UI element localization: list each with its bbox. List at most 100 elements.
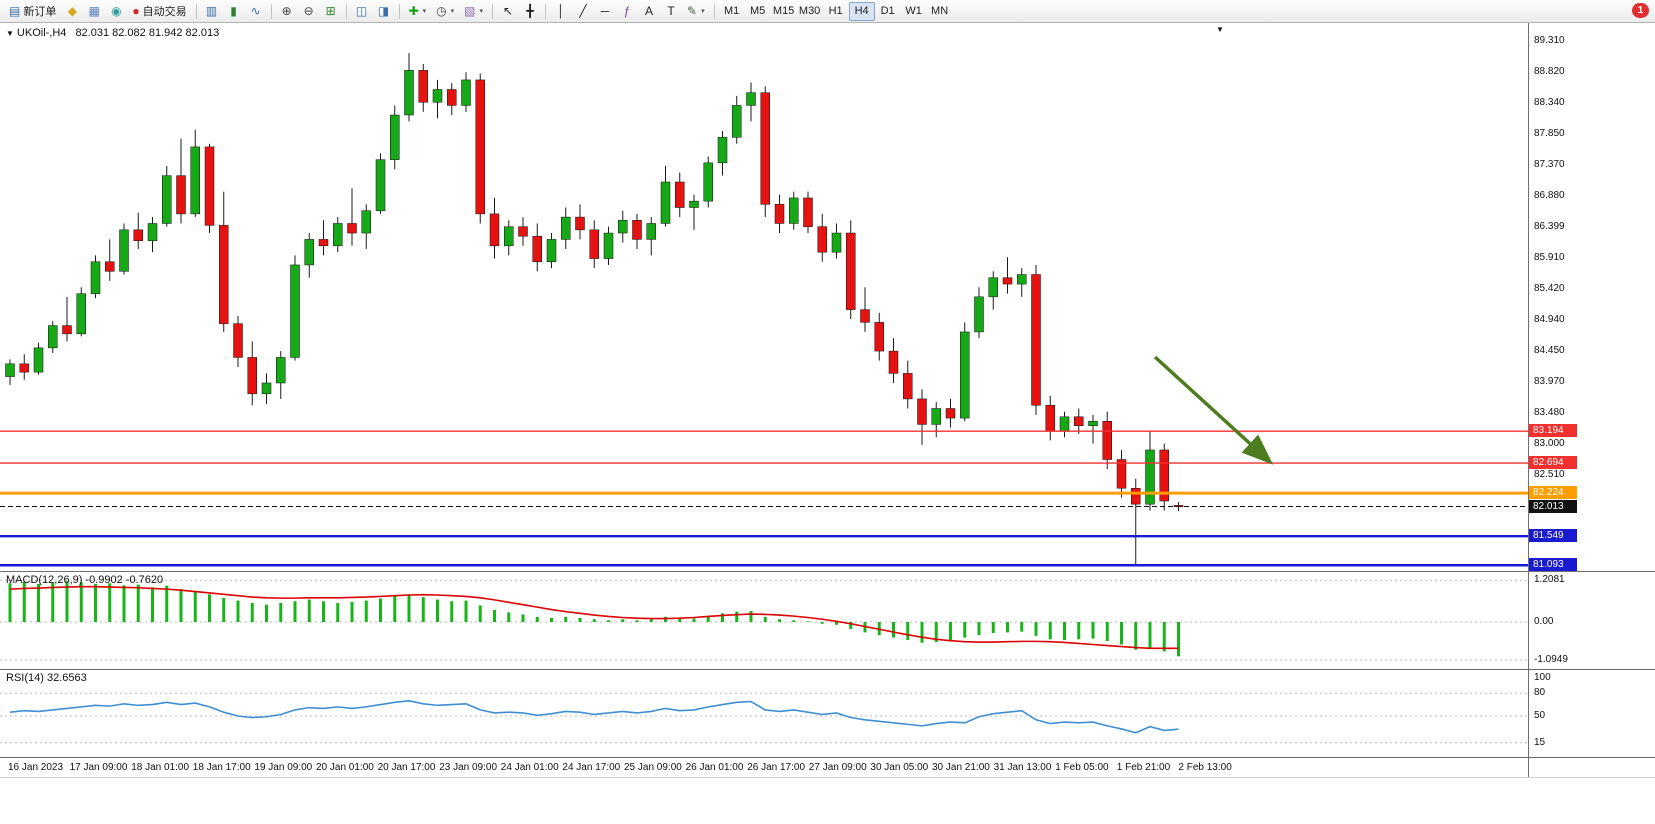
candle-body <box>960 331 970 419</box>
toolbar-separator <box>545 3 547 19</box>
chart-shift-icon[interactable]: ◨ <box>373 2 395 21</box>
candle-body <box>1059 416 1070 432</box>
candle-body <box>290 264 300 358</box>
auto-scroll-icon[interactable]: ◫ <box>351 2 373 21</box>
timeframe-h4[interactable]: H4 <box>848 1 875 21</box>
time-axis-label: 17 Jan 09:00 <box>69 762 128 773</box>
notification-badge[interactable]: 1 <box>1632 3 1649 18</box>
trendline-icon: ╱ <box>579 4 587 18</box>
text-label-icon[interactable]: T <box>660 2 682 21</box>
candle-body <box>931 408 941 425</box>
auto-trading-icon: ● <box>132 4 140 18</box>
time-axis-label: 31 Jan 13:00 <box>993 762 1052 773</box>
market-watch-icon[interactable]: ◆ <box>61 2 83 21</box>
timeframe-m1[interactable]: M1 <box>723 5 740 17</box>
navigator-icon: ◉ <box>111 4 122 18</box>
cursor-icon[interactable]: ↖ <box>497 2 519 21</box>
bar-chart-icon[interactable]: ▥ <box>201 2 223 21</box>
arrows-tool-dropdown: ✎ <box>687 4 698 18</box>
candle-body <box>675 181 685 208</box>
data-window-icon[interactable]: ▦ <box>83 2 105 21</box>
auto-scroll-icon: ◫ <box>355 4 368 18</box>
rsi-panel-plot[interactable] <box>0 669 1528 757</box>
timeframe-h1[interactable]: H1 <box>828 5 843 17</box>
candle-body <box>1002 277 1013 285</box>
candle-body <box>874 322 884 352</box>
timeframe-mn[interactable]: MN <box>931 5 949 17</box>
toolbar-separator <box>195 3 197 19</box>
candle-body <box>789 197 799 224</box>
candle-body <box>1088 420 1098 426</box>
candlestick-chart-icon[interactable]: ▮ <box>223 2 245 21</box>
navigator-icon[interactable]: ◉ <box>105 2 127 21</box>
chart-window: ▼ UKOil-,H4 82.031 82.082 81.942 82.013 ▼ … <box>0 23 1655 824</box>
candle-body <box>204 146 215 226</box>
candlestick-plot[interactable] <box>0 23 1528 571</box>
timeframe-m5[interactable]: M5 <box>749 5 766 17</box>
chart-menu-caret-icon[interactable]: ▼ <box>1216 25 1224 34</box>
candle-body <box>162 175 172 224</box>
text-tool-icon[interactable]: A <box>638 2 660 21</box>
price-tag: 83.194 <box>1529 424 1577 438</box>
time-axis-label: 2 Feb 13:00 <box>1178 762 1232 773</box>
price-tag: 81.093 <box>1529 558 1577 572</box>
candle-body <box>817 226 827 253</box>
trend-arrow[interactable] <box>1153 355 1274 465</box>
candles <box>5 53 1184 565</box>
toolbar-separator <box>713 3 715 19</box>
periods-dropdown[interactable]: ◷ ▾ <box>431 2 459 21</box>
candle-body <box>660 181 671 224</box>
timeframe-m30[interactable]: M30 <box>798 5 821 17</box>
time-axis: 16 Jan 2023 17 Jan 09:00 18 Jan 01:00 18 Ja… <box>0 757 1528 777</box>
rsi-axis-label: 50 <box>1534 710 1546 721</box>
arrows-tool-dropdown[interactable]: ✎ ▾ <box>682 2 710 21</box>
price-axis-label: 84.450 <box>1534 345 1565 357</box>
horizontal-line-icon[interactable]: ─ <box>594 2 616 21</box>
price-axis-label: 83.000 <box>1534 437 1565 449</box>
zoom-out-icon[interactable]: ⊖ <box>298 2 320 21</box>
candle-body <box>19 363 29 373</box>
candle-body <box>318 239 329 247</box>
tile-windows-icon[interactable]: ⊞ <box>320 2 342 21</box>
price-axis-label: 89.310 <box>1534 35 1565 46</box>
chart-title: ▼ UKOil-,H4 82.031 82.082 81.942 82.013 <box>6 27 219 39</box>
timeframe-w1[interactable]: W1 <box>905 5 922 17</box>
line-chart-icon[interactable]: ∿ <box>245 2 267 21</box>
macd-axis-label: -1.0949 <box>1534 653 1568 665</box>
candle-body <box>347 223 357 234</box>
candle-body <box>5 363 15 377</box>
panel-separator[interactable] <box>0 669 1655 670</box>
candle-body <box>1031 274 1041 406</box>
candle-body <box>831 232 842 253</box>
candle-body <box>945 408 956 419</box>
fibonacci-icon[interactable]: ƒ <box>616 2 638 21</box>
candle-body <box>518 226 528 237</box>
template-dropdown[interactable]: ▧ ▾ <box>459 2 488 21</box>
time-axis-label: 23 Jan 09:00 <box>439 762 498 773</box>
trendline-icon[interactable]: ╱ <box>572 2 594 21</box>
price-axis-label: 88.340 <box>1534 96 1565 108</box>
candle-body <box>432 89 443 103</box>
macd-panel-plot[interactable] <box>0 571 1528 669</box>
timeframe-m15[interactable]: M15 <box>772 5 795 17</box>
toolbar-separator <box>398 3 400 19</box>
periods-dropdown: ◷ <box>436 4 447 18</box>
candle-body <box>333 223 343 247</box>
price-axis-label: 86.880 <box>1534 190 1565 202</box>
price-axis-label: 86.399 <box>1534 220 1565 232</box>
timeframe-d1[interactable]: D1 <box>880 5 895 17</box>
vertical-line-icon[interactable]: │ <box>550 2 572 21</box>
time-axis-label: 19 Jan 09:00 <box>254 762 313 773</box>
indicators-dropdown: ✚ <box>408 4 419 18</box>
crosshair-icon[interactable]: ╋ <box>519 2 541 21</box>
panel-separator[interactable] <box>0 757 1655 758</box>
macd-axis-label: 0.00 <box>1534 616 1554 627</box>
price-axis-label: 85.420 <box>1534 283 1565 295</box>
panel-separator[interactable] <box>0 571 1655 572</box>
candle-body <box>561 216 571 240</box>
new-order-button[interactable]: ▤ 新订单 <box>4 2 61 21</box>
auto-trading-button[interactable]: ● 自动交易 <box>127 2 191 21</box>
indicators-dropdown[interactable]: ✚ ▾ <box>404 2 432 21</box>
zoom-in-icon[interactable]: ⊕ <box>276 2 298 21</box>
candle-body <box>646 223 656 240</box>
